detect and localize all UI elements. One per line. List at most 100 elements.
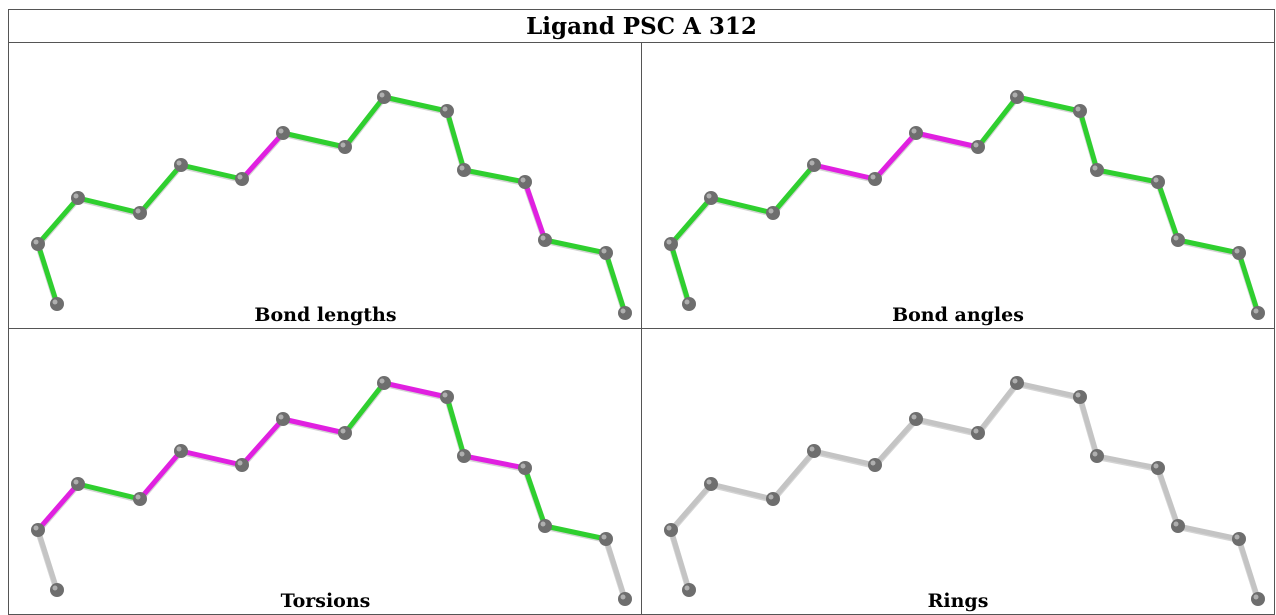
bond — [239, 130, 286, 182]
atom-highlight — [1173, 521, 1179, 527]
atom-highlight — [278, 414, 284, 420]
atom-highlight — [1075, 392, 1081, 398]
atom — [71, 191, 85, 205]
atom-highlight — [973, 142, 979, 148]
atom — [618, 306, 632, 320]
atom-highlight — [52, 585, 58, 591]
atom-highlight — [176, 160, 182, 166]
bond — [522, 179, 548, 243]
bond — [811, 162, 878, 182]
atom-highlight — [1153, 463, 1159, 469]
atom-highlight — [1153, 177, 1159, 183]
bond — [1236, 250, 1261, 316]
atom — [440, 390, 454, 404]
bond — [461, 453, 528, 471]
panel-bond-lengths: Bond lengths — [8, 43, 642, 329]
bond — [522, 465, 548, 529]
atom-highlight — [620, 594, 626, 600]
atom-highlight — [1075, 106, 1081, 112]
atom-highlight — [459, 451, 465, 457]
atom — [909, 412, 923, 426]
atom — [440, 104, 454, 118]
atom — [704, 191, 718, 205]
atom-highlight — [768, 494, 774, 500]
atom — [599, 246, 613, 260]
atom — [338, 426, 352, 440]
atom-highlight — [706, 193, 712, 199]
bond — [811, 448, 878, 468]
bond — [872, 416, 919, 468]
atom-highlight — [684, 585, 690, 591]
atom-highlight — [973, 428, 979, 434]
atom-highlight — [520, 177, 526, 183]
atom — [538, 233, 552, 247]
atom-highlight — [442, 392, 448, 398]
bond — [1014, 380, 1083, 400]
bond — [1236, 536, 1261, 602]
bond — [239, 416, 286, 468]
caption-torsions: Torsions — [280, 590, 371, 612]
bond — [178, 162, 245, 182]
atom-highlight — [1253, 308, 1259, 314]
atom-highlight — [176, 446, 182, 452]
atom-highlight — [1012, 378, 1018, 384]
atom-highlight — [809, 446, 815, 452]
atom — [766, 206, 780, 220]
bond — [75, 195, 143, 216]
atom — [1232, 532, 1246, 546]
bond — [1094, 453, 1161, 471]
atom — [868, 172, 882, 186]
atom — [457, 163, 471, 177]
bond — [668, 241, 692, 307]
bond — [342, 380, 387, 436]
bond — [444, 108, 467, 173]
bond — [280, 130, 348, 150]
bond — [381, 380, 450, 400]
atom — [31, 523, 45, 537]
atom-highlight — [870, 460, 876, 466]
bond — [913, 416, 981, 436]
atom — [377, 376, 391, 390]
bond — [35, 195, 81, 247]
bond — [542, 523, 609, 542]
atom-highlight — [135, 208, 141, 214]
atom — [1090, 449, 1104, 463]
atom — [1151, 461, 1165, 475]
atom — [868, 458, 882, 472]
bond — [280, 416, 348, 436]
bond — [770, 448, 817, 502]
bond — [975, 380, 1020, 436]
atom — [1073, 104, 1087, 118]
atom — [31, 237, 45, 251]
atom — [664, 237, 678, 251]
atom-highlight — [768, 208, 774, 214]
atom — [174, 158, 188, 172]
atom — [174, 444, 188, 458]
bond — [1155, 179, 1181, 243]
bond — [1077, 108, 1100, 173]
atom — [235, 172, 249, 186]
atom — [518, 461, 532, 475]
bond — [137, 162, 184, 216]
atom-highlight — [911, 128, 917, 134]
panel-bond-angles: Bond angles — [641, 43, 1275, 329]
atom-highlight — [1234, 248, 1240, 254]
atom-highlight — [237, 460, 243, 466]
atom-highlight — [620, 308, 626, 314]
atom — [807, 158, 821, 172]
atom — [618, 592, 632, 606]
atom — [1171, 519, 1185, 533]
atom-highlight — [52, 299, 58, 305]
atom — [1171, 233, 1185, 247]
bond — [137, 448, 184, 502]
bond — [461, 167, 528, 185]
bond — [1014, 94, 1083, 114]
bond — [913, 130, 981, 150]
atom-highlight — [601, 534, 607, 540]
atom — [704, 477, 718, 491]
atom-highlight — [340, 142, 346, 148]
atom — [276, 412, 290, 426]
atom-highlight — [540, 235, 546, 241]
atom — [50, 297, 64, 311]
bond — [975, 94, 1020, 150]
